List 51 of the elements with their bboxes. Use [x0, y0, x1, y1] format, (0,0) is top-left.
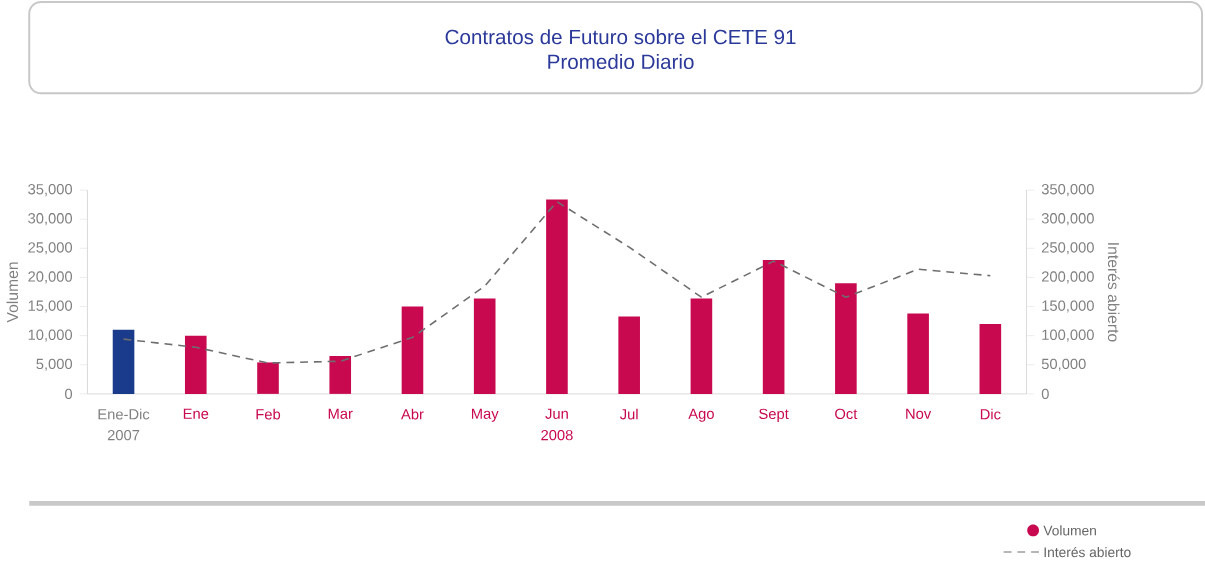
bar: [762, 260, 785, 394]
bar: [690, 298, 713, 394]
bar: [329, 356, 352, 394]
legend-label: Interés abierto: [1044, 546, 1131, 558]
legend-label: Volumen: [1043, 525, 1096, 536]
bar: [473, 298, 496, 394]
bar: [618, 316, 640, 394]
x-tick-label: Sept: [759, 408, 789, 423]
x-tick-label: Mar: [328, 408, 353, 420]
y2-tick-label: 100,000: [1042, 329, 1094, 342]
text: 2007: [107, 430, 140, 441]
chart-subtitle: Promedio Diario: [548, 53, 694, 70]
x-tick-label: Ago: [688, 408, 714, 422]
x-tick-label: Nov: [906, 408, 932, 420]
bar: [907, 313, 929, 394]
x-tick-label: Jul: [620, 408, 638, 420]
y2-tick-label: 50,000: [1041, 358, 1086, 371]
x-tick-label: Ene-Dic: [98, 408, 150, 420]
y2-tick-label: 150,000: [1042, 300, 1094, 313]
y-tick-label: 35,000: [28, 184, 73, 197]
y-tick-label: 10,000: [28, 329, 73, 342]
y2-axis-title: Interés abierto: [1107, 243, 1120, 342]
y-tick-label: 20,000: [28, 271, 73, 284]
y-axis-title: Volumen: [6, 262, 19, 323]
x-tick-label: May: [471, 408, 499, 422]
x-tick-label: Dic: [980, 408, 1001, 420]
x-tick-label: Abr: [401, 408, 424, 420]
y2-tick-label: 200,000: [1041, 271, 1094, 284]
bar: [546, 199, 568, 394]
y-tick-label: 15,000: [28, 300, 73, 313]
y2-tick-label: 300,000: [1041, 213, 1094, 226]
y-tick-label: 25,000: [28, 242, 73, 255]
x-tick-label: Feb: [256, 408, 281, 420]
y2-tick-label: 0: [1041, 388, 1049, 400]
y-tick-label: 0: [65, 388, 73, 400]
bar: [257, 362, 279, 394]
x-tick-label: Ene: [183, 408, 209, 420]
bar: [112, 329, 135, 394]
y2-tick-label: 250,000: [1041, 242, 1094, 255]
bar: [835, 283, 857, 394]
x-tick-label: Jun: [545, 408, 568, 420]
chart-title: Contratos de Futuro sobre el CETE 91: [445, 29, 796, 45]
bar: [979, 324, 1002, 394]
y-tick-label: 5,000: [36, 358, 73, 371]
y2-tick-label: 350,000: [1041, 184, 1094, 197]
y-tick-label: 30,000: [28, 213, 73, 226]
bar: [184, 335, 207, 394]
bar: [401, 306, 424, 394]
text: 2008: [541, 430, 573, 441]
line-series: [122, 201, 992, 364]
x-tick-label: Oct: [835, 408, 858, 420]
